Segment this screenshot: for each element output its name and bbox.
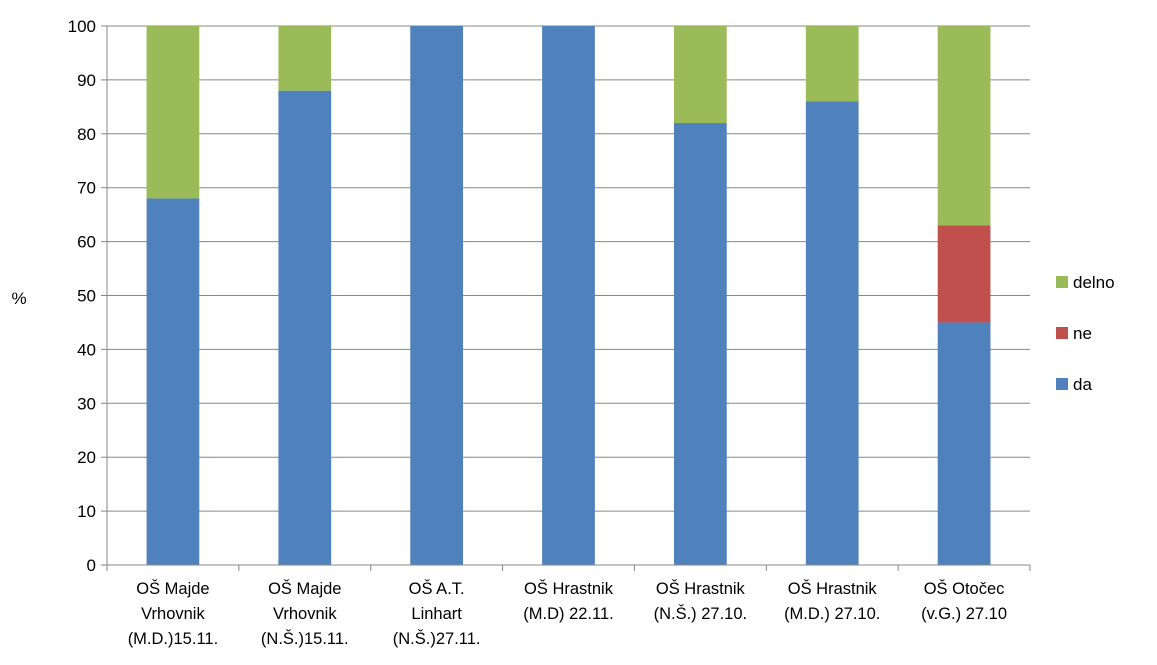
x-category-label: OŠ Hrastnik <box>524 579 614 598</box>
x-category-label: (N.Š.) 27.10. <box>654 604 748 623</box>
x-category-label: OŠ Otočec <box>924 579 1005 598</box>
legend-label-ne: ne <box>1073 324 1092 343</box>
y-tick-label: 40 <box>77 340 96 359</box>
bar-segment-ne <box>937 225 991 323</box>
y-tick-label: 80 <box>77 125 96 144</box>
bar-segment-da <box>805 101 859 566</box>
bar-segment-da <box>542 26 595 565</box>
x-category-label: (M.D.) 27.10. <box>784 605 880 623</box>
legend-swatch-da <box>1056 378 1068 390</box>
y-tick-label: 0 <box>87 556 96 575</box>
y-tick-label: 60 <box>77 233 96 252</box>
x-category-label: (M.D.)15.11. <box>128 630 218 648</box>
y-tick-label: 70 <box>77 179 96 198</box>
x-category-label: OŠ Hrastnik <box>656 579 746 598</box>
y-tick-label: 100 <box>68 17 96 36</box>
x-category-label: (M.D) 22.11. <box>523 605 613 623</box>
bar-segment-da <box>673 123 727 566</box>
x-category-label: OŠ Majde <box>136 579 209 598</box>
y-tick-label: 50 <box>77 287 96 306</box>
bar-segment-delno <box>278 26 332 91</box>
bar-segment-da <box>410 26 464 565</box>
axes <box>101 25 1031 571</box>
y-axis-title: % <box>11 289 26 308</box>
bar-segment-delno <box>673 26 727 124</box>
y-tick-label: 30 <box>77 394 96 413</box>
x-category-label: OŠ Majde <box>268 579 341 598</box>
x-category-label: Vrhovnik <box>141 605 205 623</box>
bar-segment-da <box>146 198 200 566</box>
x-category-label: OŠ Hrastnik <box>788 579 878 598</box>
legend-swatch-delno <box>1056 276 1068 288</box>
x-category-label: OŠ A.T. <box>409 579 465 598</box>
x-category-label: (N.Š.)15.11. <box>261 629 349 648</box>
legend-label-delno: delno <box>1073 273 1115 292</box>
bar-segment-da <box>278 90 332 566</box>
bars <box>146 26 991 566</box>
x-category-label: (N.Š.)27.11. <box>393 629 481 648</box>
x-category-label: Linhart <box>411 605 462 623</box>
legend-label-da: da <box>1073 375 1092 394</box>
y-tick-label: 90 <box>77 71 96 90</box>
y-tick-label: 20 <box>77 448 96 467</box>
bar-segment-delno <box>937 26 991 226</box>
legend: delno ne da <box>1056 273 1115 394</box>
x-category-label: (v.G.) 27.10 <box>921 605 1007 623</box>
bar-segment-da <box>937 322 991 565</box>
x-category-label: Vrhovnik <box>273 605 337 623</box>
bar-segment-delno <box>146 26 200 199</box>
bar-segment-delno <box>805 26 859 102</box>
axis-labels: 0 10 20 30 40 50 60 70 80 90 100 OŠ Majde Vrhovnik (M… <box>11 17 1007 648</box>
y-tick-label: 10 <box>77 502 96 521</box>
legend-swatch-ne <box>1056 327 1068 339</box>
